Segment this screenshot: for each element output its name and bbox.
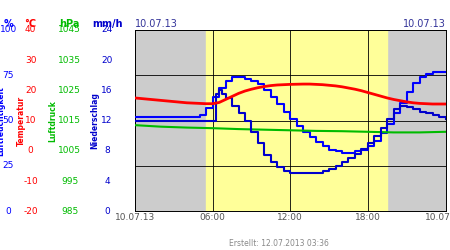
Text: Erstellt: 12.07.2013 03:36: Erstellt: 12.07.2013 03:36 [229,238,329,248]
Text: 1015: 1015 [58,116,81,125]
Text: °C: °C [25,19,36,29]
Text: 995: 995 [61,176,78,186]
Text: 50: 50 [2,116,14,125]
Text: 1005: 1005 [58,146,81,155]
Text: 8: 8 [104,146,110,155]
Bar [206,30,387,211]
Text: 20: 20 [25,86,36,95]
Text: -10: -10 [23,176,38,186]
Text: 1025: 1025 [58,86,81,95]
Text: %: % [3,19,13,29]
Text: 985: 985 [61,207,78,216]
Text: 25: 25 [2,162,14,170]
Text: 1045: 1045 [58,26,81,35]
Text: -20: -20 [23,207,38,216]
Text: 10.07.13: 10.07.13 [135,19,178,29]
Text: Luftfeuchtigkeit: Luftfeuchtigkeit [0,86,5,156]
Text: 75: 75 [2,71,14,80]
Text: hPa: hPa [59,19,80,29]
Text: 12: 12 [101,116,113,125]
Text: Temperatur: Temperatur [17,96,26,146]
Text: Niederschlag: Niederschlag [90,92,99,149]
Text: 1035: 1035 [58,56,81,65]
Text: 10: 10 [25,116,36,125]
Text: Luftdruck: Luftdruck [49,100,58,141]
Text: 100: 100 [0,26,17,35]
Text: 16: 16 [101,86,113,95]
Text: 30: 30 [25,56,36,65]
Text: 40: 40 [25,26,36,35]
Text: 20: 20 [101,56,113,65]
Text: 24: 24 [101,26,112,35]
Text: 10.07.13: 10.07.13 [403,19,446,29]
Text: mm/h: mm/h [92,19,122,29]
Text: 0: 0 [28,146,33,155]
Text: 4: 4 [104,176,110,186]
Text: 0: 0 [5,207,11,216]
Text: 0: 0 [104,207,110,216]
